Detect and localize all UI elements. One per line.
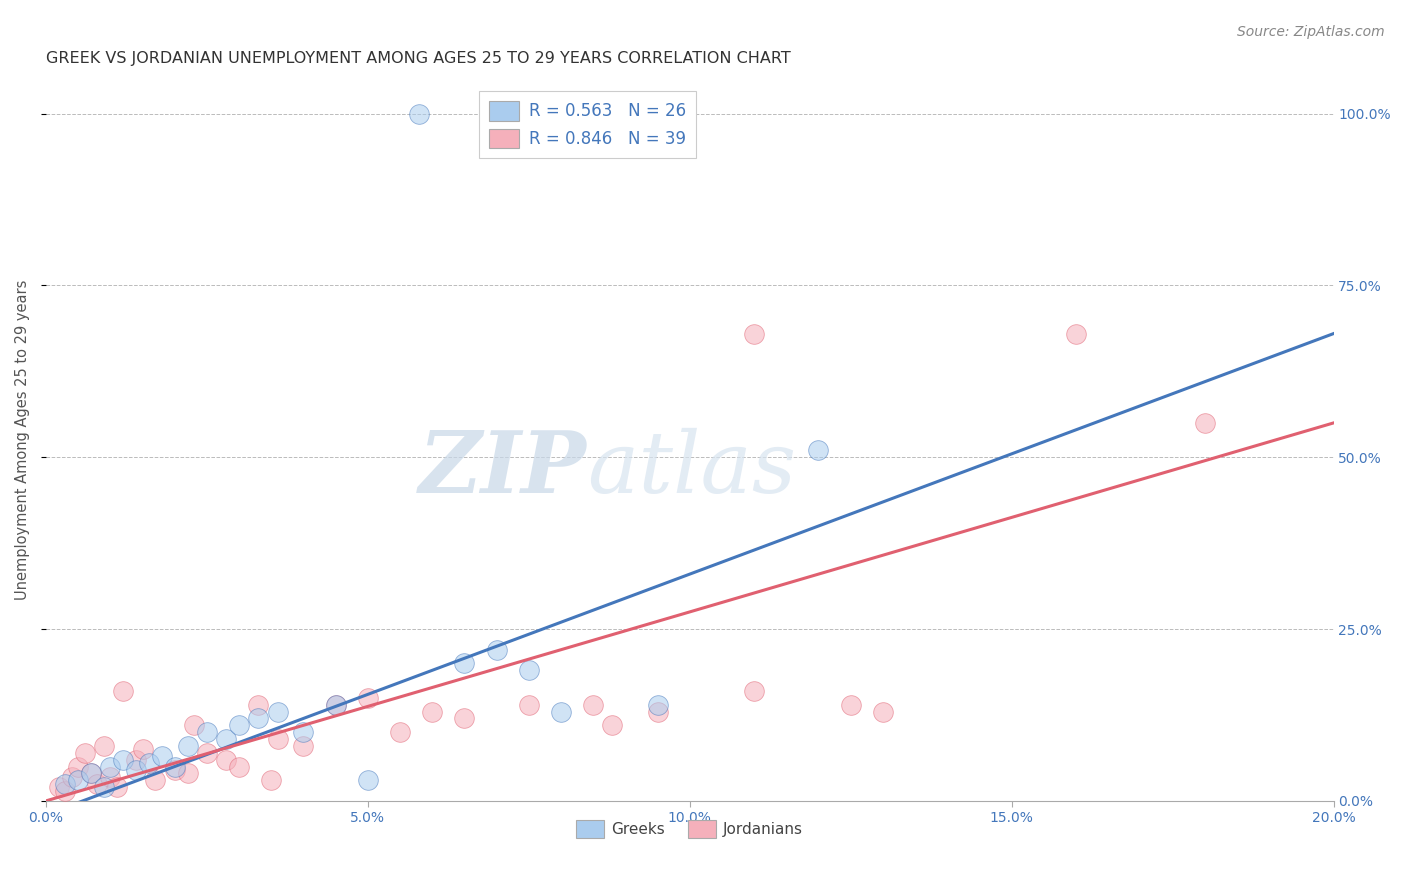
Point [247, 698, 270, 712]
Point [602, 718, 624, 732]
Point [742, 326, 765, 341]
Point [112, 684, 135, 698]
Point [98, 759, 121, 773]
Y-axis label: Unemployment Among Ages 25 to 29 years: Unemployment Among Ages 25 to 29 years [15, 280, 30, 600]
Legend: Greeks, Jordanians: Greeks, Jordanians [571, 814, 810, 844]
Point [195, 746, 218, 760]
Point [453, 657, 475, 671]
Point [112, 753, 135, 767]
Point [73, 746, 96, 760]
Point [647, 698, 669, 712]
Point [67, 759, 90, 773]
Point [138, 756, 160, 770]
Point [125, 753, 148, 767]
Point [145, 773, 167, 788]
Point [357, 773, 380, 788]
Text: Source: ZipAtlas.com: Source: ZipAtlas.com [1237, 25, 1385, 39]
Point [53, 783, 76, 797]
Point [389, 725, 412, 739]
Point [267, 732, 290, 747]
Point [260, 773, 283, 788]
Point [872, 705, 894, 719]
Point [80, 766, 103, 780]
Point [807, 443, 830, 458]
Point [163, 763, 186, 777]
Point [550, 705, 572, 719]
Point [247, 711, 270, 725]
Point [150, 749, 173, 764]
Point [357, 690, 380, 705]
Point [292, 739, 315, 753]
Point [53, 777, 76, 791]
Point [1194, 416, 1216, 430]
Point [86, 777, 108, 791]
Point [176, 766, 198, 780]
Point [582, 698, 605, 712]
Text: atlas: atlas [586, 427, 796, 510]
Point [325, 698, 347, 712]
Point [131, 742, 153, 756]
Point [228, 759, 250, 773]
Point [839, 698, 862, 712]
Point [125, 763, 148, 777]
Point [408, 106, 430, 120]
Point [453, 711, 475, 725]
Point [183, 718, 205, 732]
Point [163, 759, 186, 773]
Point [80, 766, 103, 780]
Point [67, 773, 90, 788]
Point [292, 725, 315, 739]
Point [742, 684, 765, 698]
Text: GREEK VS JORDANIAN UNEMPLOYMENT AMONG AGES 25 TO 29 YEARS CORRELATION CHART: GREEK VS JORDANIAN UNEMPLOYMENT AMONG AG… [46, 51, 790, 66]
Point [93, 780, 115, 794]
Point [93, 739, 115, 753]
Point [176, 739, 198, 753]
Point [98, 770, 121, 784]
Point [325, 698, 347, 712]
Point [1064, 326, 1087, 341]
Point [215, 732, 238, 747]
Point [105, 780, 128, 794]
Point [420, 705, 443, 719]
Point [60, 770, 83, 784]
Point [48, 780, 70, 794]
Point [517, 698, 540, 712]
Point [267, 705, 290, 719]
Point [228, 718, 250, 732]
Text: ZIP: ZIP [419, 427, 586, 511]
Point [647, 705, 669, 719]
Point [195, 725, 218, 739]
Point [517, 663, 540, 677]
Point [215, 753, 238, 767]
Point [485, 642, 508, 657]
